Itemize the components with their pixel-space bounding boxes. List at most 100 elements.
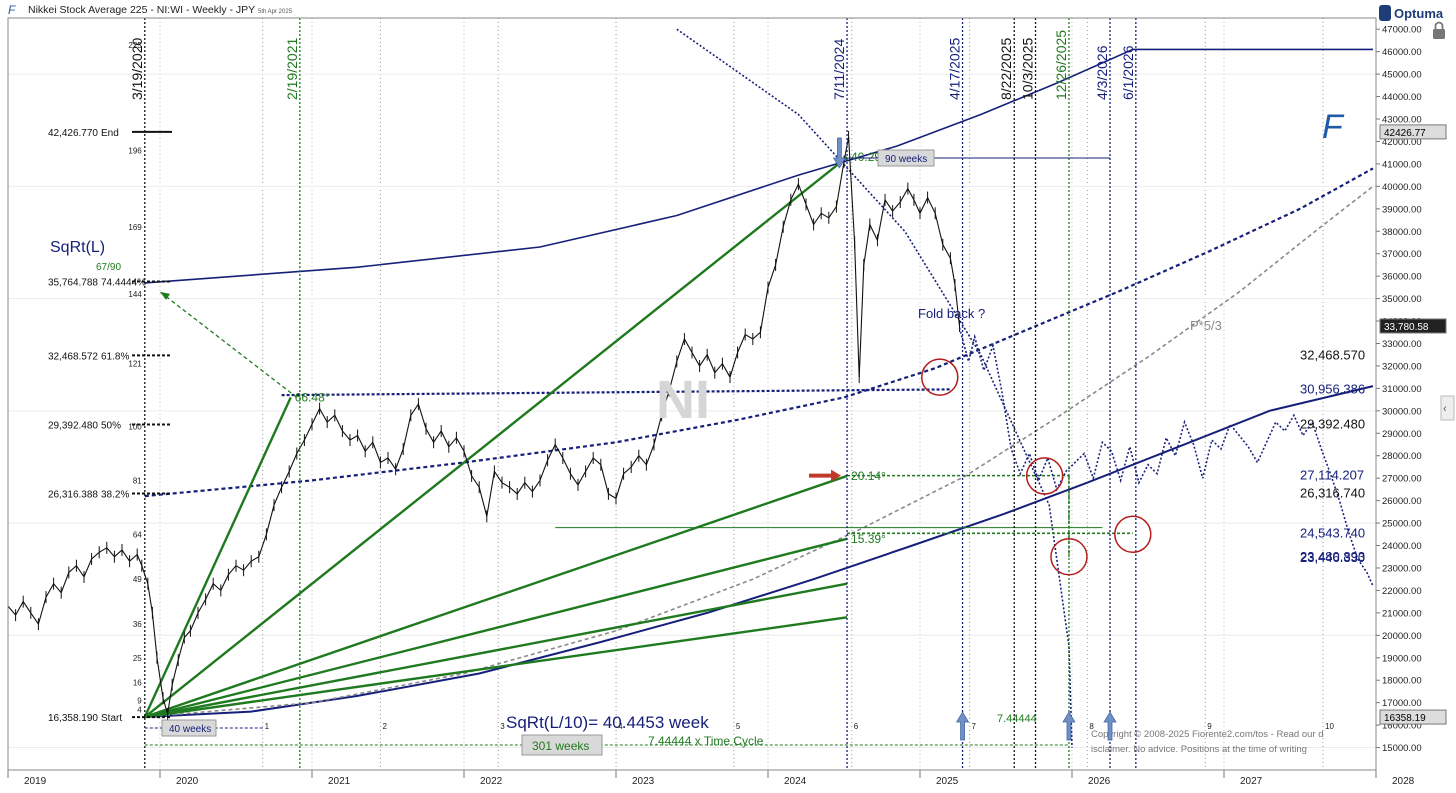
support-dotted-line (281, 388, 951, 397)
date-label: 4/3/2026 (1094, 45, 1110, 100)
left-level-tag: Start (101, 713, 122, 724)
ratio-arrow-head (160, 291, 170, 300)
y-tick-label: 32000.00 (1382, 361, 1422, 372)
p53-label: P*5/3 (1190, 318, 1222, 333)
sqrt-scale-tick: 36 (133, 620, 142, 629)
fold-back-label: Fold back ? (918, 306, 985, 321)
price-box-label: 16358.19 (1384, 713, 1426, 724)
ratio-arrow-line (159, 291, 298, 398)
p-5-3-curve (144, 185, 1374, 718)
fan-lines-layer: 66.48° 40.29° 20.14° 15.39° (143, 150, 886, 719)
date-label: 12/26/2025 (1053, 30, 1069, 100)
y-tick-label: 29000.00 (1382, 429, 1422, 440)
year-tick-label: 2024 (784, 776, 807, 787)
year-tick-label: 2028 (1392, 776, 1415, 787)
year-tick-label: 2020 (176, 776, 199, 787)
y-tick-label: 33000.00 (1382, 339, 1422, 350)
weeks-301-label: 301 weeks (532, 739, 589, 753)
left-level-value: 42,426.770 (48, 128, 98, 139)
left-level-tag: 61.8% (101, 351, 129, 362)
left-level-tag: 74.4444% (101, 277, 146, 288)
projection-line (958, 327, 1374, 587)
cycle-tick-label: 4 (618, 722, 623, 731)
overlay-layer: 3/19/2020 2/19/2021 7/11/2024 4/17/2025 8/22… (48, 18, 1365, 770)
cycle-tick-label: 5 (736, 722, 741, 731)
y-tick-label: 39000.00 (1382, 204, 1422, 215)
y-tick-label: 27000.00 (1382, 474, 1422, 485)
left-level-value: 32,468.572 (48, 351, 98, 362)
y-tick-label: 24000.00 (1382, 541, 1422, 552)
fan-line-20-label: 20.14° (851, 469, 886, 483)
y-tick-label: 25000.00 (1382, 519, 1422, 530)
y-tick-label: 17000.00 (1382, 698, 1422, 709)
lock-icon[interactable] (1433, 21, 1445, 40)
y-tick-label: 38000.00 (1382, 227, 1422, 238)
weeks-40-box (161, 719, 217, 737)
left-level-value: 26,316.388 (48, 490, 98, 501)
cycle-tick-label: 6 (854, 722, 859, 731)
y-tick-label: 42000.00 (1382, 137, 1422, 148)
date-label: 7/11/2024 (831, 39, 847, 100)
cycle-tick-label: 8 (1089, 722, 1094, 731)
date-label: 6/1/2026 (1120, 45, 1136, 100)
left-level-tag: 38.2% (101, 490, 129, 501)
dashed-blue-curve (144, 167, 1374, 498)
y-tick-label: 22000.00 (1382, 586, 1422, 597)
fan-line-15-label: 15.39° (851, 532, 886, 546)
fan-line-40 (144, 156, 848, 718)
svg-text:‹: ‹ (1443, 403, 1447, 415)
left-level-value: 16,358.190 (48, 713, 98, 724)
weeks-40-label: 40 weeks (169, 724, 211, 735)
year-tick-label: 2022 (480, 776, 503, 787)
cycle-tick-label: 1 (265, 722, 270, 731)
circle-27k (1025, 457, 1064, 495)
y-tick-label: 23000.00 (1382, 563, 1422, 574)
sqrt-scale-tick: 100 (128, 423, 142, 432)
down-arrow-icon (832, 137, 847, 169)
circle-23k (1050, 537, 1088, 576)
time-cycle-label: 7.44444 x Time Cycle (648, 734, 764, 748)
weeks-90-box (877, 149, 935, 167)
y-tick-label: 30000.00 (1382, 406, 1422, 417)
cycle-tick-label: 10 (1325, 722, 1334, 731)
weeks-90-label: 90 weeks (885, 154, 927, 165)
price-box-label: 33,780.58 (1384, 322, 1429, 333)
y-tick-label: 45000.00 (1382, 70, 1422, 81)
fan-line-66-label: 66.48° (295, 390, 330, 404)
y-tick-label: 44000.00 (1382, 92, 1422, 103)
descending-dotted-line (676, 28, 1073, 748)
fan-line-low-b (144, 616, 848, 719)
date-label: 3/19/2020 (129, 38, 145, 100)
cycle-tick-label: 7 (972, 722, 977, 731)
sqrt-scale-tick: 169 (128, 223, 142, 232)
chart-title: Nikkei Stock Average 225 - NI:WI - Weekl… (28, 4, 255, 16)
ratio-label: 67/90 (96, 262, 121, 273)
y-tick-label: 15000.00 (1382, 743, 1422, 754)
y-tick-label: 19000.00 (1382, 653, 1422, 664)
svg-text:F: F (1322, 108, 1345, 146)
panel-expand-handle[interactable]: ‹ (1440, 395, 1455, 421)
price-line (7, 136, 961, 715)
svg-text:F: F (8, 3, 16, 17)
y-tick-label: 47000.00 (1382, 25, 1422, 36)
price-layer (7, 130, 1374, 720)
sqrt-scale-tick: 4 (137, 705, 142, 714)
right-level-label: 29,392.480 (1300, 416, 1365, 431)
fan-line-low-a (144, 582, 848, 719)
svg-text:Optuma: Optuma (1394, 6, 1444, 21)
watermark-text: NI (656, 370, 710, 430)
chart-date: 5th Apr 2025 (258, 9, 293, 15)
left-level-tag: 50% (101, 420, 121, 431)
fan-line-15 (144, 537, 848, 719)
optuma-logo: Optuma (1379, 5, 1444, 21)
year-tick-label: 2019 (24, 776, 47, 787)
fiorente-logo: F (1322, 108, 1345, 146)
fan-line-20 (144, 474, 848, 719)
y-tick-label: 20000.00 (1382, 631, 1422, 642)
circle-24k (1114, 515, 1152, 554)
right-level-label: 30,956.386 (1300, 381, 1365, 396)
price-box-label: 42426.77 (1384, 128, 1426, 139)
y-tick-label: 18000.00 (1382, 676, 1422, 687)
